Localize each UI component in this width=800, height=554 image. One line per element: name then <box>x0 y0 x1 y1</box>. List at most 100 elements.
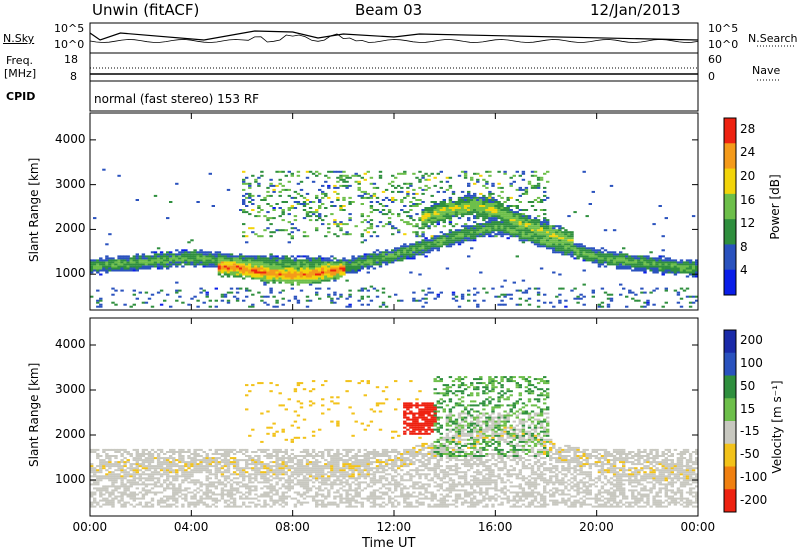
velocity-cell <box>324 463 328 466</box>
velocity-cell <box>223 463 228 466</box>
power-cell <box>315 293 319 296</box>
power-cell <box>503 170 507 173</box>
power-cell <box>318 199 322 201</box>
velocity-cell <box>217 471 222 474</box>
power-cell <box>257 269 261 272</box>
power-cell <box>226 188 231 191</box>
power-cell <box>415 192 419 195</box>
velocity-cell <box>175 471 179 474</box>
power-cell <box>512 223 516 226</box>
velocity-cell <box>232 489 237 492</box>
power-cell <box>242 265 246 268</box>
power-cell <box>467 199 471 201</box>
velocity-cell <box>205 483 209 486</box>
power-cell <box>260 209 264 211</box>
velocity-cell <box>357 483 361 486</box>
velocity-cell <box>199 471 203 474</box>
velocity-cell <box>99 489 103 492</box>
velocity-cell <box>172 463 176 466</box>
power-cell <box>302 277 307 280</box>
velocity-cell <box>302 436 307 439</box>
velocity-cell <box>384 459 389 462</box>
power-cell <box>226 269 231 272</box>
power-cell <box>664 265 668 268</box>
power-cell <box>111 267 115 270</box>
power-cell <box>467 201 471 203</box>
power-cell <box>175 261 179 264</box>
power-cell <box>172 253 176 256</box>
velocity-cell <box>327 453 331 455</box>
velocity-cell <box>153 477 158 480</box>
power-cell <box>509 227 513 230</box>
power-cell <box>193 251 197 254</box>
velocity-cell <box>114 465 118 468</box>
velocity-cell <box>205 487 209 490</box>
power-cell <box>439 186 443 189</box>
power-cell <box>178 251 182 254</box>
power-cell <box>372 209 377 211</box>
power-cell <box>302 196 307 199</box>
power-cell <box>436 223 440 226</box>
velocity-cell <box>339 497 343 500</box>
power-cell <box>333 265 337 268</box>
power-cell <box>342 178 346 181</box>
power-cell <box>308 267 313 270</box>
power-cell <box>491 217 495 220</box>
power-cell <box>360 203 364 205</box>
power-cell <box>424 255 428 258</box>
velocity-cell <box>184 461 188 464</box>
power-cell <box>120 257 124 260</box>
power-cell <box>427 178 431 181</box>
power-cell <box>451 291 456 294</box>
power-cell <box>147 263 152 266</box>
velocity-cell <box>202 491 206 494</box>
velocity-cell <box>211 499 215 502</box>
power-cell <box>479 203 483 205</box>
velocity-cell <box>178 485 182 488</box>
velocity-cell <box>156 477 161 480</box>
velocity-cell <box>223 475 228 478</box>
power-cell <box>205 251 209 254</box>
velocity-cell <box>123 448 127 451</box>
velocity-cell <box>348 473 352 476</box>
velocity-cell <box>123 457 127 460</box>
power-cell <box>448 241 453 244</box>
power-cell <box>305 267 310 270</box>
power-cell <box>442 217 446 220</box>
power-cell <box>348 261 352 264</box>
velocity-cell <box>251 473 255 476</box>
velocity-cell <box>214 477 218 480</box>
power-cell <box>290 281 294 284</box>
power-cell <box>266 219 270 222</box>
velocity-cell <box>166 463 170 466</box>
power-cell <box>482 209 486 211</box>
velocity-cell <box>372 505 377 508</box>
power-cell <box>354 259 358 262</box>
velocity-cell <box>333 453 337 455</box>
power-cell <box>284 265 288 268</box>
power-cell <box>339 263 343 266</box>
velocity-cell <box>172 453 176 455</box>
power-cell <box>533 227 538 230</box>
velocity-cell <box>123 483 127 486</box>
power-cell <box>473 192 477 195</box>
power-cell <box>114 303 118 306</box>
velocity-cell <box>278 469 282 472</box>
velocity-cell <box>287 469 291 472</box>
velocity-cell <box>257 481 261 484</box>
power-cell <box>555 239 559 242</box>
power-cell <box>296 229 301 232</box>
power-cell <box>147 257 152 260</box>
velocity-cell <box>226 475 231 478</box>
power-cell <box>175 257 179 260</box>
velocity-cell <box>360 503 364 506</box>
power-cell <box>339 275 343 278</box>
power-cell <box>479 205 483 207</box>
nsearch-label: N.Search <box>748 32 798 45</box>
power-cell <box>485 196 489 199</box>
velocity-cell <box>375 402 380 405</box>
velocity-cell <box>302 487 307 490</box>
power-cell <box>229 271 234 274</box>
power-cell <box>296 255 301 258</box>
velocity-cell <box>93 499 97 502</box>
